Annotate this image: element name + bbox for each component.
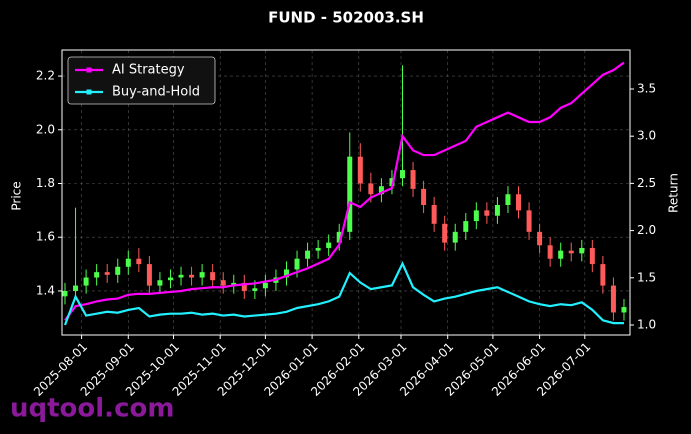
candle-body <box>252 288 258 291</box>
y-tick-label: 1.8 <box>36 176 55 190</box>
candle-body <box>452 231 458 243</box>
candle-body <box>210 272 216 281</box>
candle-body <box>136 258 142 265</box>
candle-body <box>189 274 195 278</box>
candle-body <box>178 274 184 278</box>
plot-frame <box>61 49 631 336</box>
y-tick-label: 2.2 <box>36 69 55 83</box>
y-axis-label: Price <box>10 181 24 210</box>
y-tick-label: 1.6 <box>36 230 55 244</box>
candle-body <box>558 250 564 259</box>
y2-tick-label: 1.5 <box>637 270 656 284</box>
candle-body <box>526 210 532 232</box>
candle-body <box>315 247 321 251</box>
legend-box <box>67 56 216 105</box>
candle-body <box>347 156 353 232</box>
y-tick-label: 2.0 <box>36 122 55 136</box>
candle-body <box>157 280 163 286</box>
candle-body <box>568 250 574 254</box>
y2-tick-label: 3.5 <box>637 81 656 95</box>
candle-body <box>326 242 332 248</box>
candle-body <box>241 282 247 291</box>
legend-label: AI Strategy <box>112 63 185 78</box>
legend-marker <box>86 89 92 95</box>
y2-tick-label: 3.0 <box>637 129 656 143</box>
candle-body <box>399 170 405 179</box>
candle-body <box>537 231 543 246</box>
candle-body <box>115 266 121 275</box>
candle-body <box>62 290 68 297</box>
candle-body <box>410 170 416 189</box>
chart-title: FUND - 502003.SH <box>268 9 424 27</box>
candle-body <box>125 258 131 267</box>
legend-label: Buy-and-Hold <box>112 85 200 100</box>
candle-body <box>305 250 311 259</box>
candle-body <box>431 204 437 224</box>
candle-body <box>73 285 79 291</box>
candle-body <box>442 223 448 243</box>
candle-body <box>484 210 490 216</box>
candle-body <box>146 264 152 286</box>
y-tick-label: 1.4 <box>36 283 55 297</box>
candle-body <box>621 307 627 313</box>
candle-body <box>421 188 427 205</box>
candle-body <box>494 204 500 216</box>
candle-body <box>220 280 226 286</box>
candle-body <box>94 272 100 278</box>
series-line <box>63 261 624 326</box>
candle-body <box>231 282 237 286</box>
candle-body <box>167 277 173 281</box>
candle-body <box>547 245 553 259</box>
legend-marker <box>86 67 92 73</box>
candle-body <box>104 272 110 275</box>
candle-body <box>368 183 374 195</box>
y2-tick-label: 2.5 <box>637 176 656 190</box>
candle-body <box>199 272 205 278</box>
series-line <box>64 61 625 321</box>
candle-body <box>505 194 511 205</box>
candle-body <box>294 258 300 270</box>
candle-body <box>336 231 342 243</box>
candle-body <box>579 247 585 254</box>
candle-body <box>473 210 479 222</box>
candle-body <box>378 186 384 195</box>
candle-body <box>262 282 268 289</box>
candle-body <box>283 269 289 278</box>
candle-body <box>516 194 522 211</box>
candle-body <box>83 277 89 286</box>
watermark: uqtool.com <box>10 394 174 424</box>
candle-body <box>610 285 616 313</box>
candle-body <box>389 178 395 187</box>
y2-tick-label: 1.0 <box>637 317 656 331</box>
candle-body <box>463 221 469 232</box>
y2-axis-label: Return <box>667 173 681 213</box>
candle-body <box>589 247 595 265</box>
y2-tick-label: 2.0 <box>637 223 656 237</box>
candle-body <box>357 156 363 184</box>
candle-body <box>600 264 606 286</box>
